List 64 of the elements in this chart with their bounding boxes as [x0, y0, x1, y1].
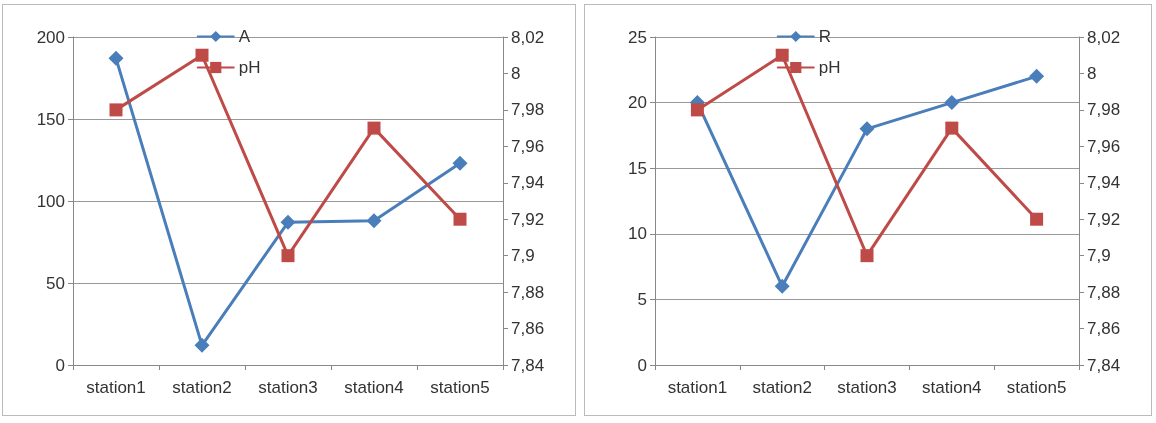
- y-tick-label: 25: [628, 27, 647, 47]
- point: [775, 48, 789, 62]
- y2-tick-label: 7,92: [1087, 209, 1121, 229]
- y2-tick-label: 7,84: [511, 355, 545, 375]
- y2-tick-label: 7,94: [1087, 173, 1121, 193]
- point: [1030, 212, 1044, 226]
- y2-tick-label: 7,84: [1087, 355, 1121, 375]
- x-tick-label: station1: [667, 378, 728, 397]
- x-tick-label: station5: [430, 378, 490, 397]
- point: [945, 121, 959, 135]
- point: [860, 249, 874, 263]
- point: [109, 103, 123, 117]
- y-tick-label: 5: [637, 289, 647, 309]
- x-tick-label: station5: [1006, 378, 1067, 397]
- point: [1029, 68, 1045, 84]
- point: [194, 337, 210, 353]
- y2-tick-label: 8,02: [511, 27, 545, 47]
- x-tick-label: station2: [172, 378, 232, 397]
- y2-tick-label: 7,96: [511, 136, 545, 156]
- y-tick-label: 150: [36, 109, 65, 129]
- y-tick-label: 20: [628, 93, 647, 113]
- x-tick-label: station1: [86, 378, 146, 397]
- legend-label: pH: [818, 58, 841, 77]
- point: [367, 121, 381, 135]
- y-tick-label: 50: [46, 273, 65, 293]
- y2-tick-label: 8: [511, 63, 521, 83]
- y2-tick-label: 7,86: [1087, 319, 1121, 339]
- y2-tick-label: 7,98: [1087, 100, 1121, 120]
- y2-tick-label: 7,88: [511, 282, 545, 302]
- point: [108, 50, 124, 66]
- y2-tick-label: 7,9: [511, 246, 535, 266]
- y2-tick-label: 7,88: [1087, 282, 1121, 302]
- y-tick-label: 100: [36, 191, 65, 211]
- y-tick-label: 0: [637, 355, 647, 375]
- x-tick-label: station3: [837, 378, 897, 397]
- point: [280, 214, 296, 230]
- y-tick-label: 15: [628, 158, 647, 178]
- y-tick-label: 10: [628, 224, 647, 244]
- x-tick-label: station2: [752, 378, 812, 397]
- y2-tick-label: 8: [1087, 63, 1097, 83]
- point: [453, 212, 467, 226]
- x-tick-label: station3: [258, 378, 318, 397]
- y-tick-label: 0: [55, 355, 65, 375]
- y2-tick-label: 7,98: [511, 100, 545, 120]
- point: [944, 95, 960, 111]
- point: [859, 121, 875, 137]
- point: [195, 48, 209, 62]
- y2-tick-label: 7,94: [511, 173, 545, 193]
- y2-tick-label: 7,92: [511, 209, 545, 229]
- y2-tick-label: 7,86: [511, 319, 545, 339]
- point: [452, 155, 468, 171]
- point: [366, 213, 382, 229]
- y2-tick-label: 7,9: [1087, 246, 1111, 266]
- y2-tick-label: 8,02: [1087, 27, 1121, 47]
- y2-tick-label: 7,96: [1087, 136, 1121, 156]
- point: [774, 278, 790, 294]
- x-tick-label: station4: [922, 378, 982, 397]
- point: [281, 249, 295, 263]
- legend-label: A: [238, 27, 251, 46]
- point: [690, 103, 704, 117]
- legend-label: pH: [238, 58, 261, 77]
- legend-label: R: [818, 27, 832, 46]
- y-tick-label: 200: [36, 27, 65, 47]
- x-tick-label: station4: [344, 378, 404, 397]
